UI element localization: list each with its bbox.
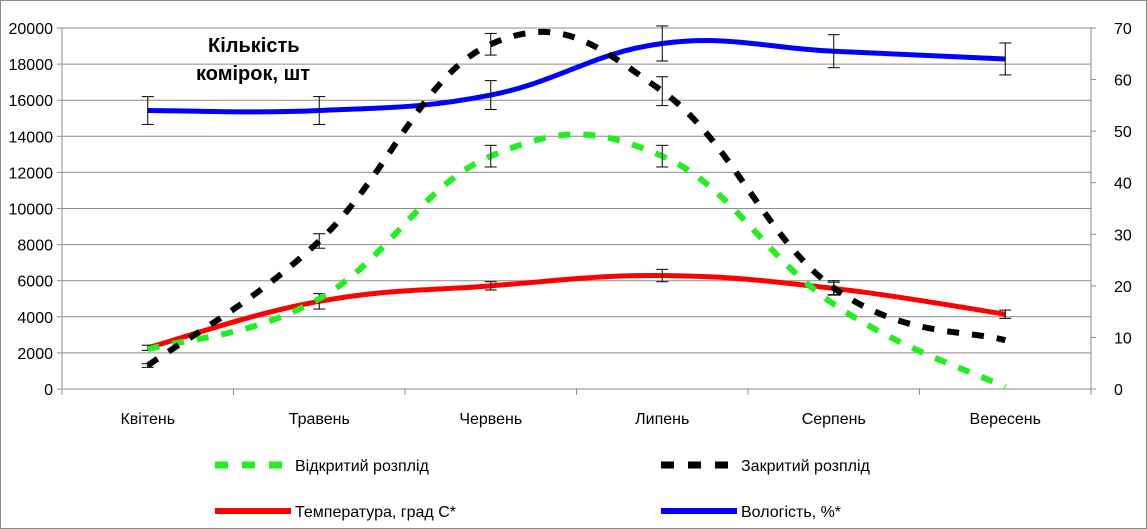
legend-item: Закритий розплід [661,458,871,475]
error-bar [656,144,669,168]
legend-item: Вологість, %* [661,504,841,521]
error-bar [656,268,669,283]
left-tick-label: 6000 [17,274,53,291]
error-bar [313,96,326,125]
error-bar [313,233,326,249]
left-tick-label: 12000 [9,165,54,182]
x-tick-label: Липень [635,411,689,428]
right-tick-label: 40 [1114,176,1132,193]
error-bar [141,363,154,368]
annotation-line-1: Кількість [208,35,300,57]
right-tick-label: 60 [1114,73,1132,90]
right-tick-label: 50 [1114,124,1132,141]
right-tick-label: 0 [1114,382,1123,399]
grid-layer [62,27,1091,390]
legend-item: Відкритий розплід [215,458,430,475]
legend-label: Відкритий розплід [295,458,430,475]
error-bar [484,281,497,291]
x-tick-label: Травень [289,411,350,428]
left-tick-label: 8000 [17,238,53,255]
x-tick-label: Вересень [970,411,1041,428]
error-bar [656,25,669,62]
legend-item: Температура, град С* [215,504,456,521]
legend-label: Вологість, %* [741,504,841,521]
series-line [147,38,1006,115]
series-line [147,273,1006,351]
x-tick-label: Червень [459,411,522,428]
x-tick-label: Серпень [802,411,866,428]
legend-label: Закритий розплід [741,458,871,475]
right-tick-label: 70 [1114,21,1132,38]
series-line [146,131,1007,390]
error-bar [656,76,669,107]
left-tick-label: 10000 [9,202,54,219]
series-line [145,28,1007,368]
left-tick-label: 16000 [9,93,54,110]
left-tick-label: 18000 [9,57,54,74]
axis-layer: 0 2000 4000 6000 8000 10000 12000 14000 16000 180… [9,21,1132,428]
legend-label: Температура, град С* [295,504,456,521]
left-tick-label: 2000 [17,346,53,363]
left-tick-label: 4000 [17,310,53,327]
error-bar [484,80,497,110]
error-bar [484,144,497,168]
error-bar [999,42,1012,76]
error-bar [827,34,840,69]
right-tick-label: 30 [1114,227,1132,244]
right-tick-label: 10 [1114,330,1132,347]
error-bar [827,280,840,296]
legend: Відкритий розплід Закритий розплід Темпера… [215,458,871,521]
annotation: Кількість комірок, шт [196,35,310,85]
error-bar [999,309,1012,319]
right-tick-label: 20 [1114,279,1132,296]
left-tick-label: 14000 [9,129,54,146]
left-tick-label: 20000 [9,21,54,38]
error-bar [141,96,154,125]
left-tick-label: 0 [44,382,53,399]
x-tick-label: Квітень [120,411,175,428]
annotation-line-2: комірок, шт [196,63,310,85]
error-bar [484,32,497,56]
series-layer [141,25,1012,390]
